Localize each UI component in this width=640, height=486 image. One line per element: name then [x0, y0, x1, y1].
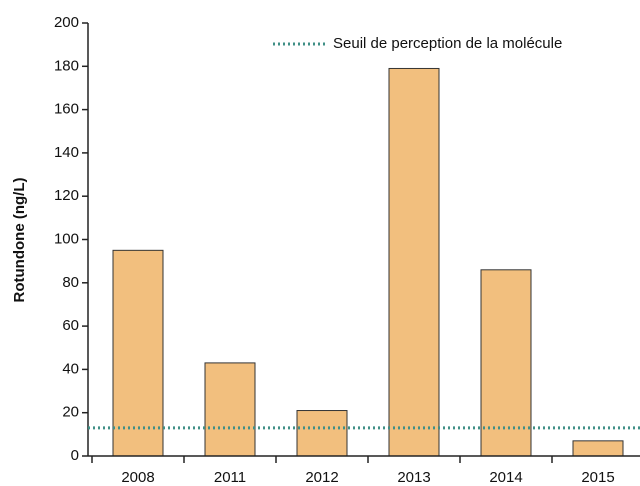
y-tick-label: 80: [62, 274, 79, 291]
y-tick-label: 140: [54, 144, 79, 161]
y-tick-label: 40: [62, 360, 79, 377]
y-tick-label: 100: [54, 230, 79, 247]
bar: [572, 440, 624, 457]
x-tick-label: 2011: [214, 469, 246, 486]
bar: [296, 410, 348, 457]
y-tick-label: 60: [62, 317, 79, 334]
bar: [112, 249, 164, 457]
y-tick-label: 120: [54, 187, 79, 204]
y-tick-label: 20: [62, 404, 79, 421]
x-tick-label: 2013: [397, 469, 430, 486]
y-tick-label: 160: [54, 101, 79, 118]
y-tick-label: 180: [54, 57, 79, 74]
x-tick-label: 2012: [305, 469, 338, 486]
x-tick-label: 2008: [121, 469, 154, 486]
bar: [388, 67, 440, 457]
y-tick-label: 0: [71, 447, 79, 464]
x-tick-label: 2014: [489, 469, 522, 486]
x-tick-label: 2015: [581, 469, 614, 486]
bar: [204, 362, 256, 457]
legend-label: Seuil de perception de la molécule: [333, 35, 562, 52]
y-axis-label: Rotundone (ng/L): [11, 178, 28, 303]
y-tick-label: 200: [54, 14, 79, 31]
